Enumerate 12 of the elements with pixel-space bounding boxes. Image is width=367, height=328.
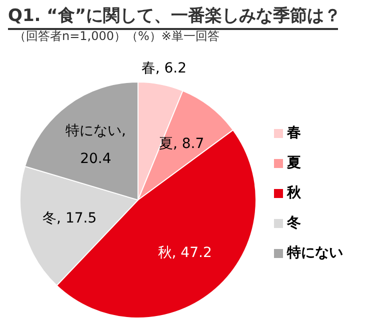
data-label: 秋, 47.2	[158, 245, 212, 262]
legend-label: 夏	[287, 155, 301, 171]
chart-title: Q1. “食”に関して、一番楽しみな季節は？	[8, 5, 342, 28]
data-label: 特にない, 20.4	[65, 123, 126, 168]
legend-label: 秋	[287, 185, 301, 201]
chart-subtitle: （回答者n=1,000）（%）※単一回答	[14, 28, 220, 45]
legend-label: 冬	[287, 215, 301, 231]
data-label: 冬, 17.5	[42, 210, 97, 226]
legend-label: 春	[287, 125, 301, 141]
data-label: 夏, 8.7	[158, 136, 204, 152]
legend-label: 特にない	[287, 245, 343, 261]
data-label: 春, 6.2	[141, 60, 187, 77]
